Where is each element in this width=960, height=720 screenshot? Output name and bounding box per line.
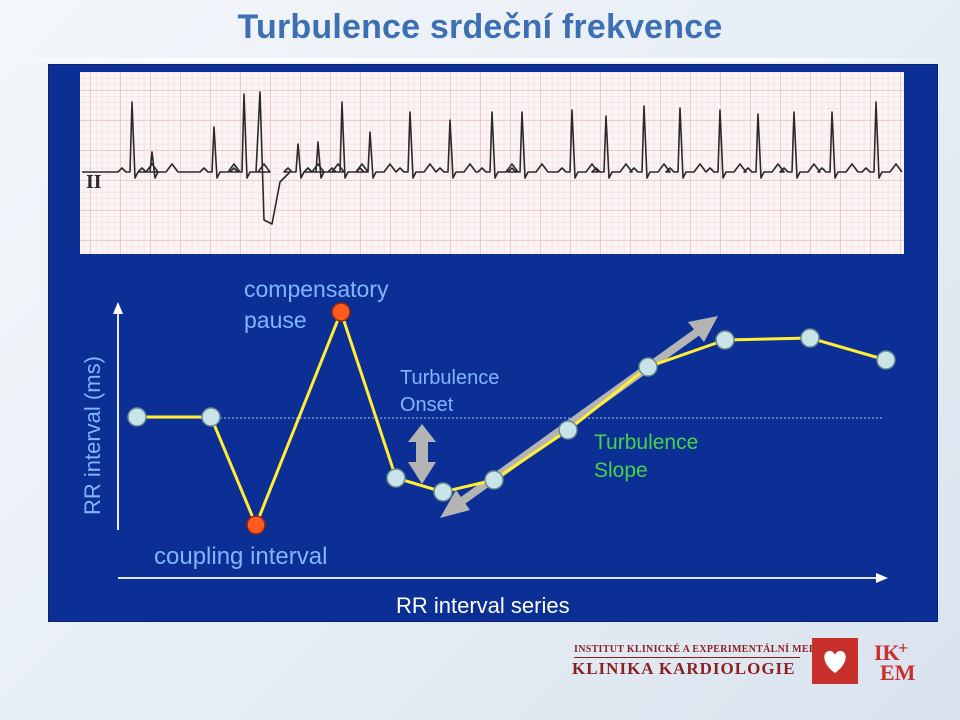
rr-point [127, 407, 147, 427]
rr-point [558, 420, 578, 440]
rr-points [127, 302, 896, 535]
department-name: KLINIKA KARDIOLOGIE [572, 659, 796, 678]
axes [113, 302, 888, 583]
rr-point [201, 407, 221, 427]
institute-name: INSTITUT KLINICKÉ A EXPERIMENTÁLNÍ MEDIC… [574, 644, 848, 655]
heart-icon [824, 650, 846, 673]
title-divider [0, 58, 960, 62]
rr-series-line [137, 307, 887, 529]
compensatory-pause-label-line1: compensatory [244, 276, 389, 302]
rr-point [484, 470, 504, 490]
x-axis-label: RR interval series [396, 593, 570, 618]
ikem-logo-plus: + [898, 638, 909, 658]
ikem-logo-top: IK [874, 640, 900, 665]
ecg-grid [80, 72, 904, 254]
x-axis-arrowhead [876, 573, 888, 583]
turbulence-onset-label-line1: Turbulence [400, 367, 499, 389]
ecg-lead-label: II [86, 171, 102, 193]
rr-point [433, 482, 453, 502]
rr-point [876, 350, 896, 370]
ecg-strip: II [80, 72, 904, 254]
y-axis-label: RR interval (ms) [80, 356, 105, 515]
coupling-interval-label: coupling interval [154, 543, 327, 570]
turbulence-slope-label-line2: Slope [594, 459, 648, 482]
rr-point [638, 357, 658, 377]
ecg-trace [82, 91, 903, 225]
ikem-logo-bottom: EM [880, 660, 916, 685]
ikem-logo: IK + EM [872, 638, 924, 686]
turbulence-slope-arrow [440, 316, 718, 518]
rr-point [715, 330, 735, 350]
compensatory-pause-label-line2: pause [244, 307, 307, 333]
turbulence-onset-arrow [408, 424, 436, 484]
compensatory-pause-point [331, 302, 351, 322]
coupling-interval-point [246, 515, 266, 535]
institute-divider [574, 657, 800, 658]
heart-logo [812, 638, 858, 684]
turbulence-slope-label-line1: Turbulence [594, 431, 698, 454]
y-axis-arrowhead [113, 302, 123, 314]
turbulence-onset-label-line2: Onset [400, 394, 454, 416]
page-title: Turbulence srdeční frekvence [237, 8, 723, 46]
rr-point [800, 328, 820, 348]
rr-point [386, 468, 406, 488]
